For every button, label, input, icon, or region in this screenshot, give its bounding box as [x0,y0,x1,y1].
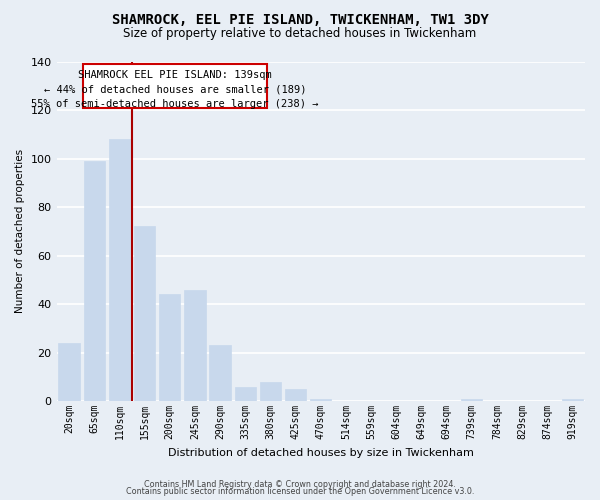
Bar [184,290,206,401]
Bar [562,398,583,401]
Bar [58,343,80,401]
Text: Contains HM Land Registry data © Crown copyright and database right 2024.: Contains HM Land Registry data © Crown c… [144,480,456,489]
Text: SHAMROCK, EEL PIE ISLAND, TWICKENHAM, TW1 3DY: SHAMROCK, EEL PIE ISLAND, TWICKENHAM, TW… [112,12,488,26]
Text: Contains public sector information licensed under the Open Government Licence v3: Contains public sector information licen… [126,488,474,496]
Bar [209,346,231,401]
X-axis label: Distribution of detached houses by size in Twickenham: Distribution of detached houses by size … [168,448,474,458]
Bar [109,139,130,401]
Bar [285,389,307,401]
Bar [235,386,256,401]
Bar [159,294,181,401]
Bar [134,226,155,401]
Bar [260,382,281,401]
Text: 55% of semi-detached houses are larger (238) →: 55% of semi-detached houses are larger (… [31,99,319,109]
Text: ← 44% of detached houses are smaller (189): ← 44% of detached houses are smaller (18… [44,84,306,94]
Bar [310,398,331,401]
Text: SHAMROCK EEL PIE ISLAND: 139sqm: SHAMROCK EEL PIE ISLAND: 139sqm [78,70,272,80]
Bar [461,398,482,401]
Text: Size of property relative to detached houses in Twickenham: Size of property relative to detached ho… [124,28,476,40]
Y-axis label: Number of detached properties: Number of detached properties [15,150,25,314]
FancyBboxPatch shape [83,64,266,108]
Bar [83,161,105,401]
